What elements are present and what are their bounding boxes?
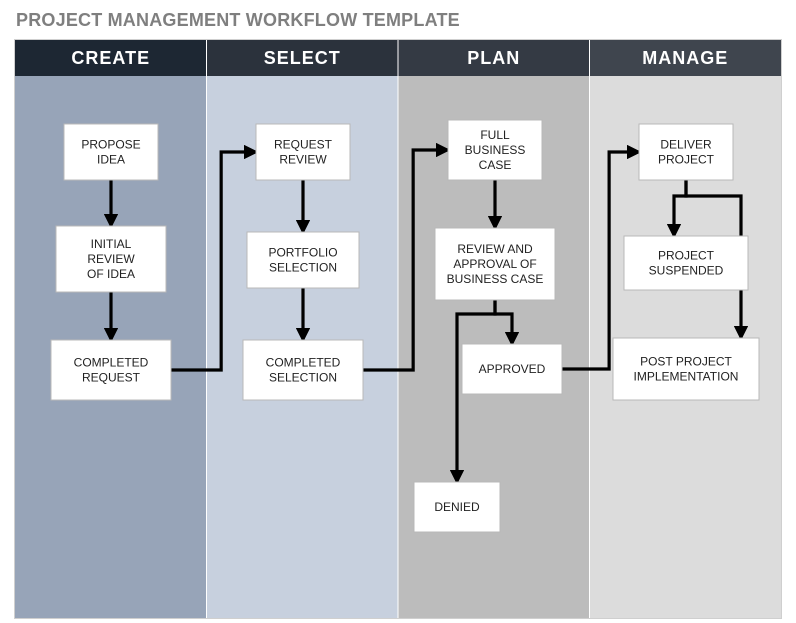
- node-initial: INITIALREVIEWOF IDEA: [56, 226, 166, 292]
- phase-header-label-manage: MANAGE: [642, 48, 728, 68]
- node-completedR-line1: REQUEST: [82, 371, 141, 385]
- node-suspended-line0: PROJECT: [658, 249, 715, 263]
- workflow-diagram: CREATE SELECT PLAN MANAGE PROPOSEIDEA INITIAL…: [15, 40, 781, 618]
- node-approved: APPROVED: [462, 344, 562, 394]
- node-fullbc-line1: BUSINESS: [465, 143, 526, 157]
- node-fullbc-line0: FULL: [480, 128, 510, 142]
- node-reviewbc-line0: REVIEW AND: [457, 242, 533, 256]
- node-approved-line0: APPROVED: [479, 362, 546, 376]
- node-postimpl: POST PROJECTIMPLEMENTATION: [613, 338, 759, 400]
- phase-header-label-create: CREATE: [71, 48, 150, 68]
- node-propose: PROPOSEIDEA: [64, 124, 158, 180]
- node-completedS-line0: COMPLETED: [266, 356, 341, 370]
- node-portfolio: PORTFOLIOSELECTION: [247, 232, 359, 288]
- node-reqreview-line0: REQUEST: [274, 138, 333, 152]
- node-reqreview-line1: REVIEW: [279, 153, 327, 167]
- node-suspended: PROJECTSUSPENDED: [624, 236, 748, 290]
- node-propose-line0: PROPOSE: [81, 138, 140, 152]
- node-denied-line0: DENIED: [434, 500, 480, 514]
- node-reviewbc-line1: APPROVAL OF: [453, 257, 536, 271]
- node-reqreview: REQUESTREVIEW: [256, 124, 350, 180]
- node-suspended-line1: SUSPENDED: [649, 264, 724, 278]
- node-fullbc-line2: CASE: [479, 158, 512, 172]
- node-reviewbc: REVIEW ANDAPPROVAL OFBUSINESS CASE: [435, 228, 555, 300]
- node-reviewbc-line2: BUSINESS CASE: [447, 272, 544, 286]
- node-postimpl-line0: POST PROJECT: [640, 355, 732, 369]
- node-propose-line1: IDEA: [97, 153, 125, 167]
- node-initial-line1: REVIEW: [87, 252, 135, 266]
- node-initial-line2: OF IDEA: [87, 267, 135, 281]
- diagram-wrapper: CREATE SELECT PLAN MANAGE PROPOSEIDEA INITIAL…: [14, 39, 782, 619]
- node-portfolio-line1: SELECTION: [269, 261, 337, 275]
- node-deliver-line1: PROJECT: [658, 153, 715, 167]
- phase-header-label-select: SELECT: [264, 48, 341, 68]
- node-initial-line0: INITIAL: [91, 237, 132, 251]
- node-completedR: COMPLETEDREQUEST: [51, 340, 171, 400]
- node-denied: DENIED: [414, 482, 500, 532]
- node-portfolio-line0: PORTFOLIO: [268, 246, 337, 260]
- template-container: PROJECT MANAGEMENT WORKFLOW TEMPLATE CRE…: [0, 0, 796, 623]
- node-postimpl-line1: IMPLEMENTATION: [634, 370, 739, 384]
- node-fullbc: FULLBUSINESSCASE: [448, 120, 542, 180]
- node-completedR-line0: COMPLETED: [74, 356, 149, 370]
- page-title: PROJECT MANAGEMENT WORKFLOW TEMPLATE: [16, 10, 782, 31]
- phase-header-label-plan: PLAN: [467, 48, 520, 68]
- node-completedS-line1: SELECTION: [269, 371, 337, 385]
- node-deliver-line0: DELIVER: [660, 138, 712, 152]
- node-deliver: DELIVERPROJECT: [639, 124, 733, 180]
- node-completedS: COMPLETEDSELECTION: [243, 340, 363, 400]
